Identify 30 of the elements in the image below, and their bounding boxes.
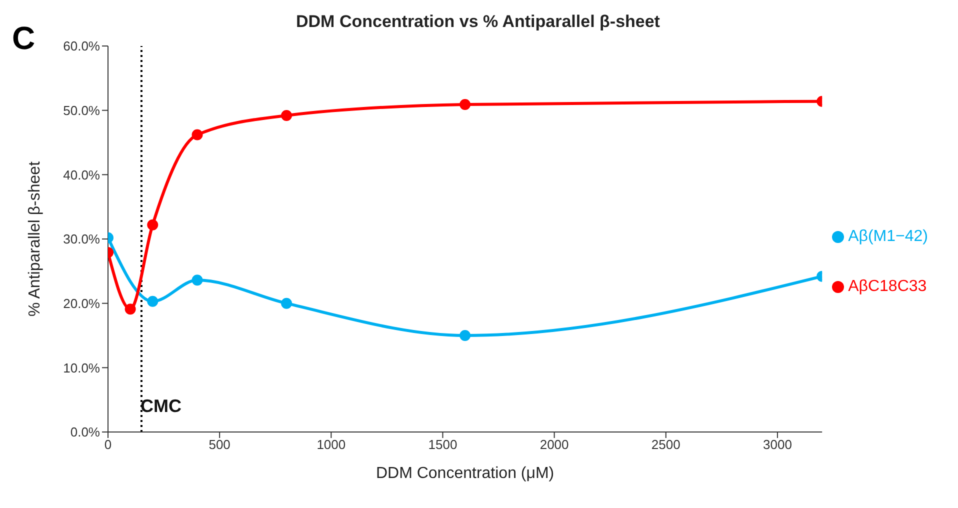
point — [192, 274, 203, 286]
point — [460, 330, 471, 341]
point — [147, 219, 158, 230]
y-axis-title: % Antiparallel β-sheet — [26, 160, 44, 317]
x-tick-label: 2000 — [540, 437, 569, 452]
legend-label: Aβ(M1−42) — [848, 228, 928, 245]
point — [192, 129, 203, 140]
x-tick-label: 1500 — [428, 437, 458, 452]
x-axis-title: DDM Concentration (μM) — [376, 465, 554, 482]
ref-line-label: CMC — [140, 396, 182, 416]
x-tick-label: 3000 — [763, 437, 792, 452]
y-tick-label: 60.0% — [63, 38, 100, 54]
point — [147, 296, 158, 307]
point — [281, 298, 292, 309]
y-tick-label: 20.0% — [63, 296, 100, 311]
x-tick-label: 0 — [104, 437, 112, 452]
x-tick-label: 2500 — [651, 437, 680, 452]
x-tick-label: 500 — [208, 437, 230, 452]
point — [281, 110, 292, 121]
y-tick-label: 40.0% — [63, 167, 100, 182]
text: C — [12, 20, 36, 57]
y-tick-label: 10.0% — [63, 360, 100, 376]
y-tick-label: 50.0% — [63, 102, 100, 118]
legend-label: AβC18C33 — [848, 278, 927, 295]
y-tick-label: 0.0% — [70, 424, 100, 440]
point — [124, 304, 136, 315]
point — [460, 99, 471, 110]
y-tick-label: 30.0% — [63, 232, 100, 247]
chart-title: DDM Concentration vs % Antiparallel β-sheet — [296, 12, 660, 31]
x-tick-label: 1000 — [316, 437, 346, 452]
